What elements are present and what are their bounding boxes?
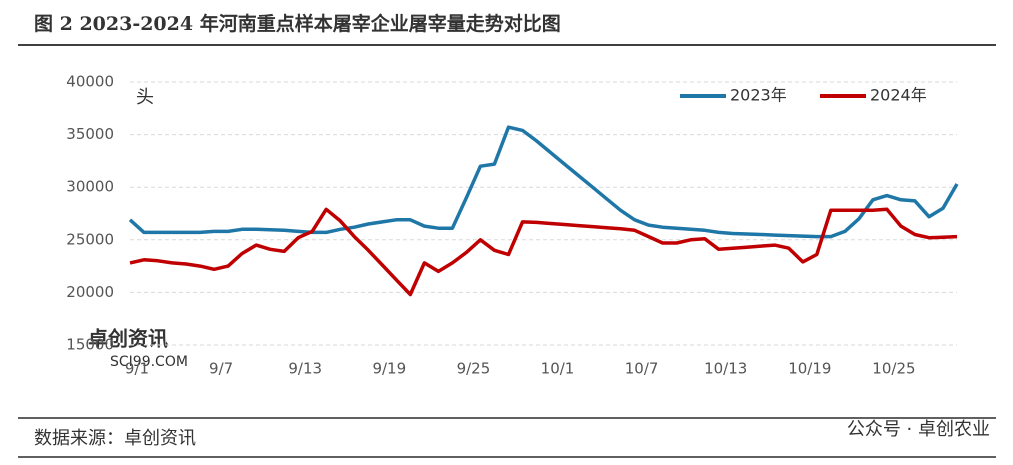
series-line xyxy=(128,125,959,239)
x-tick-label: 9/13 xyxy=(288,360,322,378)
source: 数据来源：卓创资讯 xyxy=(34,428,196,449)
x-tick-label: 10/1 xyxy=(541,360,575,378)
x-tick-label: 9/19 xyxy=(372,360,406,378)
y-tick-label: 25000 xyxy=(66,230,114,248)
legend-label: 2023年 xyxy=(730,86,787,105)
y-tick-label: 30000 xyxy=(66,178,114,196)
x-tick-label: 9/25 xyxy=(457,360,491,378)
series-line xyxy=(129,207,958,297)
watermark: 卓创资讯 xyxy=(88,327,168,351)
x-tick-label: 9/1 xyxy=(125,360,149,378)
y-tick-label: 35000 xyxy=(66,125,114,143)
chart-title: 图 2 2023-2024 年河南重点样本屠宰企业屠宰量走势对比图 xyxy=(34,12,561,35)
y-unit: 头 xyxy=(136,87,154,108)
x-tick-label: 10/19 xyxy=(788,360,831,378)
x-tick-label: 10/25 xyxy=(872,360,915,378)
y-tick-label: 15000 xyxy=(66,336,114,354)
x-tick-label: 9/7 xyxy=(209,360,233,378)
footer-right: 公众号 · 卓创农业 xyxy=(847,419,990,440)
x-tick-label: 10/7 xyxy=(625,360,659,378)
x-tick-label: 10/13 xyxy=(704,360,747,378)
watermark-url: SCI99.COM xyxy=(110,354,188,370)
y-tick-label: 20000 xyxy=(66,283,114,301)
y-tick-label: 40000 xyxy=(66,73,114,91)
legend-label: 2024年 xyxy=(870,86,927,105)
